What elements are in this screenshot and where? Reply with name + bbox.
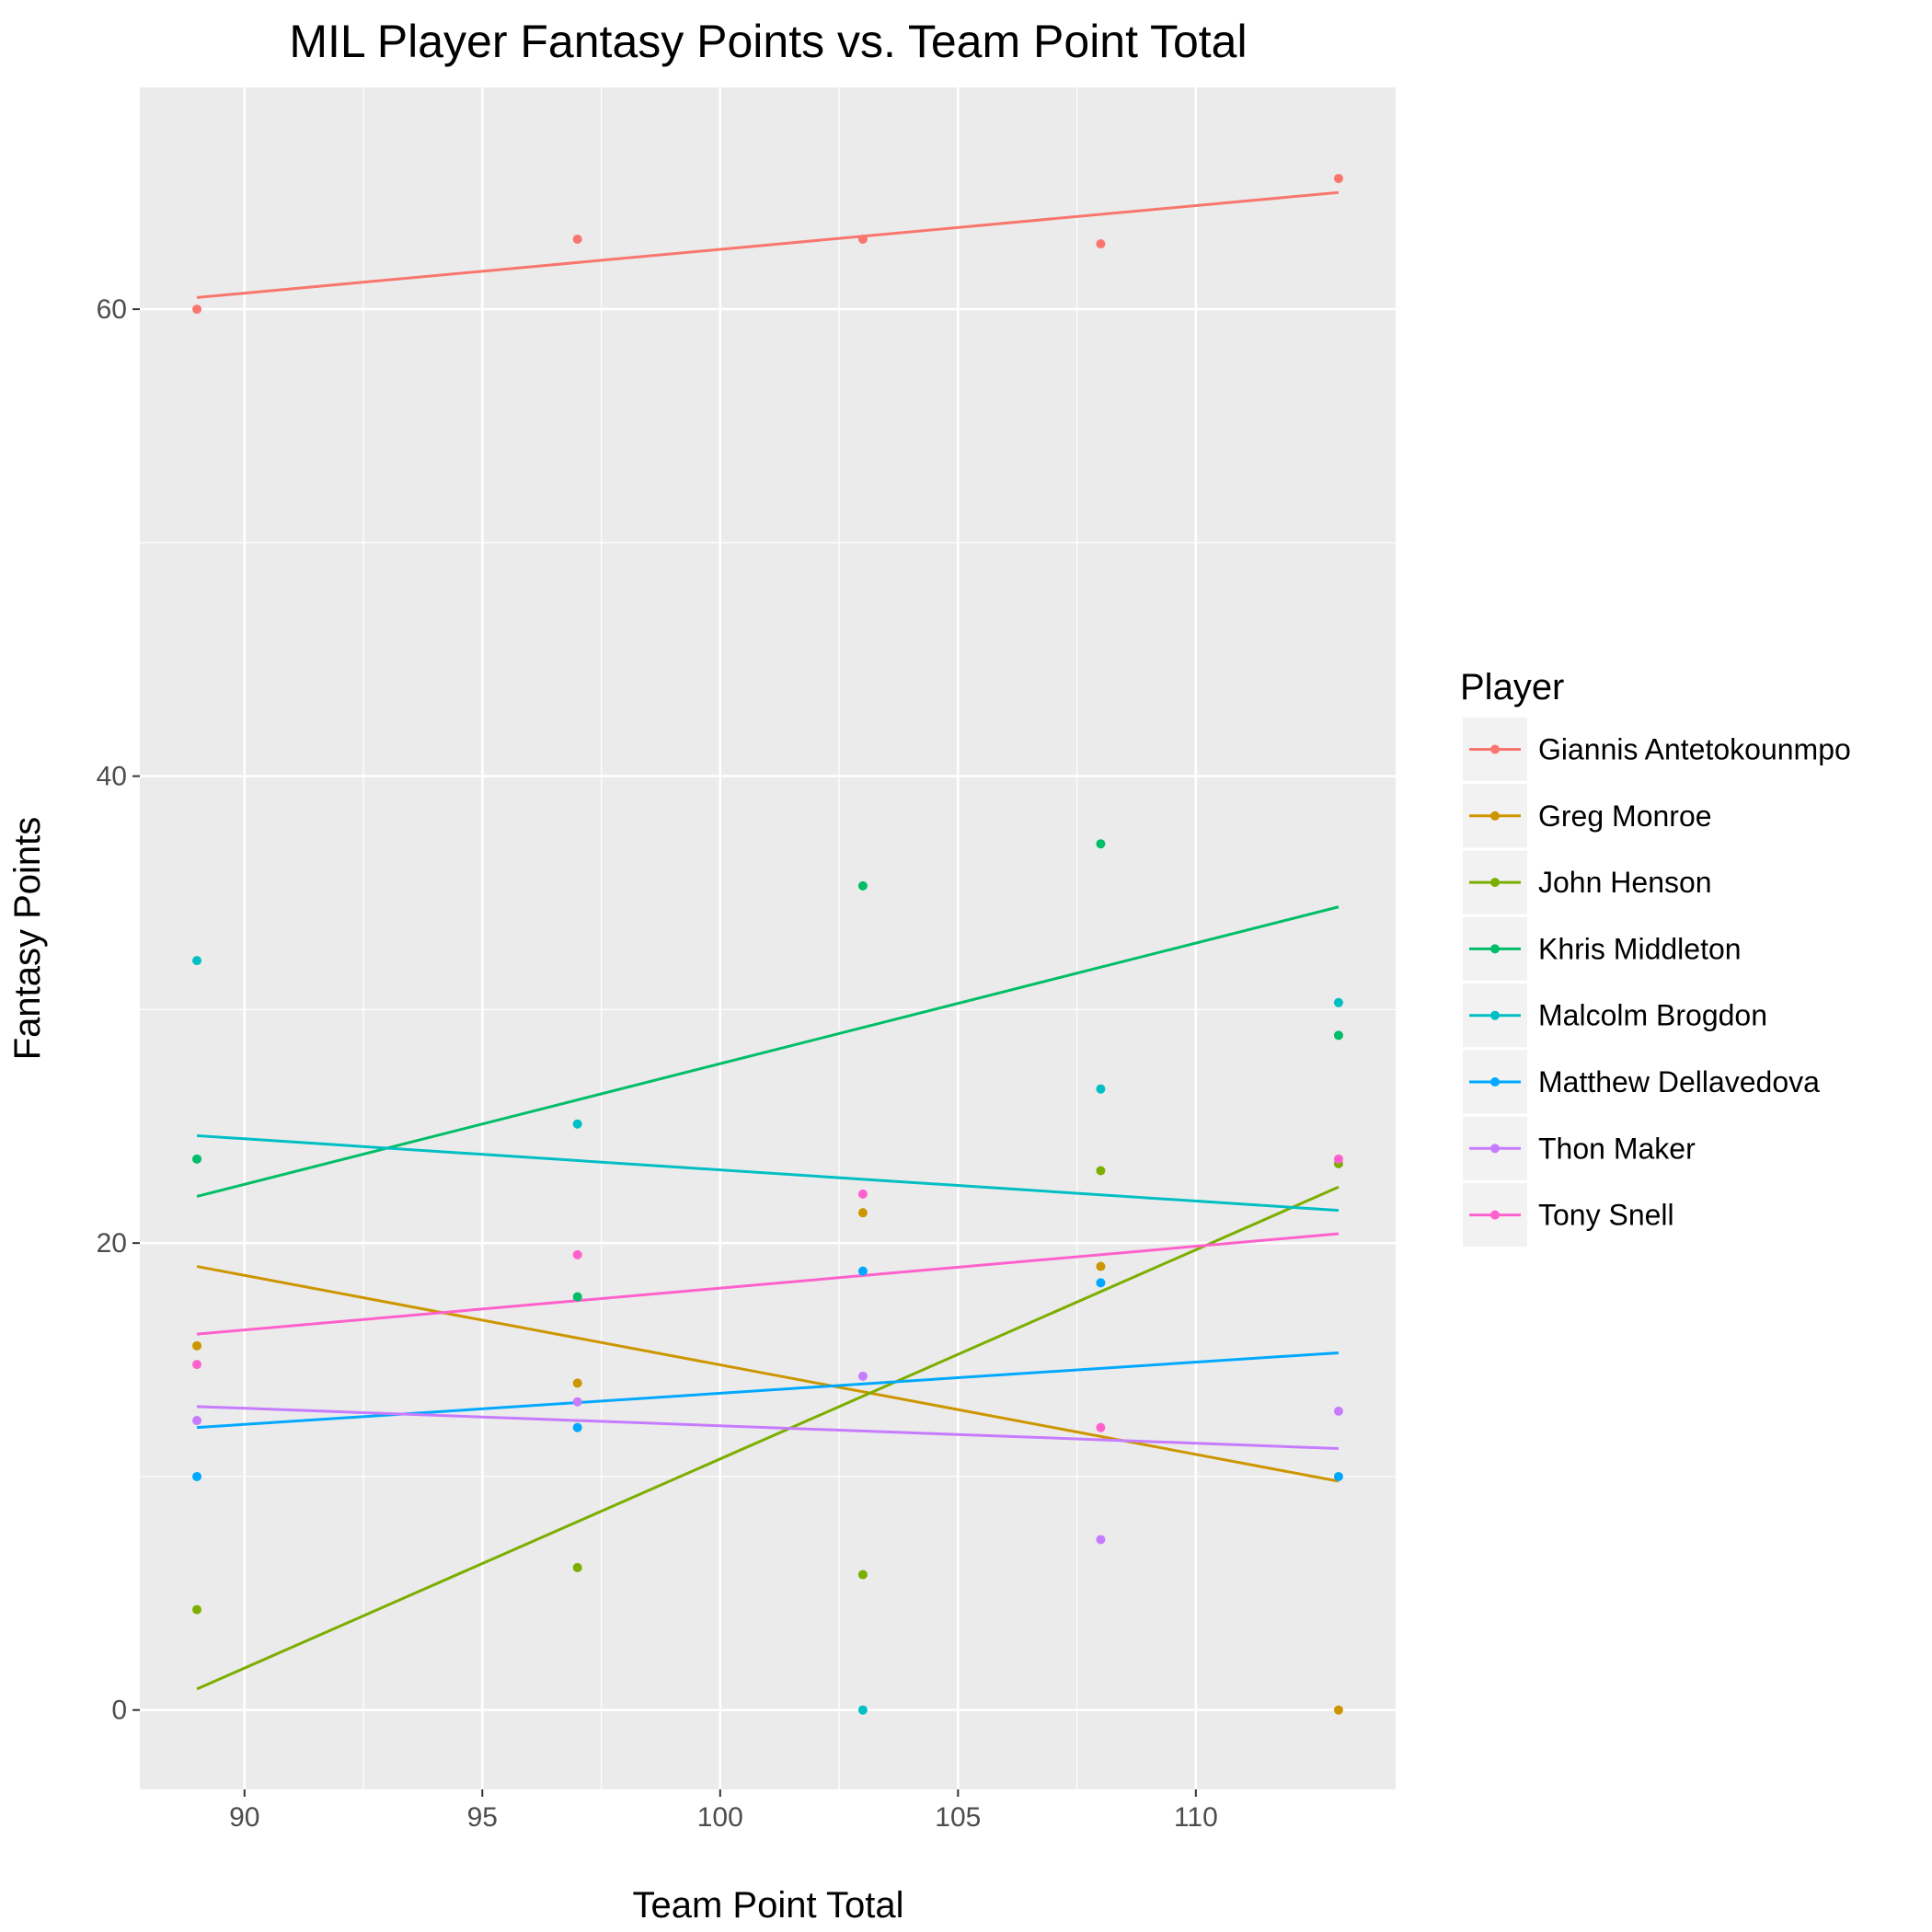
data-point bbox=[572, 1562, 582, 1572]
data-point bbox=[572, 1422, 582, 1432]
data-point bbox=[857, 1705, 868, 1715]
y-tick-label: 60 bbox=[97, 294, 127, 325]
legend-key-point bbox=[1490, 944, 1500, 954]
data-point bbox=[192, 1360, 202, 1370]
data-point bbox=[572, 1249, 582, 1259]
data-point bbox=[857, 1208, 868, 1218]
data-point bbox=[1333, 1705, 1343, 1715]
data-point bbox=[192, 1340, 202, 1351]
data-point bbox=[1333, 997, 1343, 1007]
chart-title: MIL Player Fantasy Points vs. Team Point… bbox=[289, 16, 1247, 67]
data-point bbox=[1096, 239, 1106, 249]
legend-key-point bbox=[1490, 1144, 1500, 1154]
data-point bbox=[192, 1604, 202, 1615]
x-tick-label: 105 bbox=[935, 1802, 981, 1833]
fit-line bbox=[196, 1405, 1340, 1450]
x-tick-label: 90 bbox=[229, 1802, 259, 1833]
data-point bbox=[1333, 173, 1343, 183]
data-point bbox=[1096, 1535, 1106, 1545]
y-tick-label: 20 bbox=[97, 1228, 127, 1259]
data-point bbox=[1096, 1261, 1106, 1271]
x-tick-label: 100 bbox=[697, 1802, 743, 1833]
legend-label: Malcolm Brogdon bbox=[1538, 999, 1767, 1032]
data-point bbox=[1096, 839, 1106, 849]
data-points bbox=[192, 173, 1343, 1715]
data-point bbox=[857, 1371, 868, 1381]
legend-label: Khris Middleton bbox=[1538, 932, 1742, 965]
legend-label: John Henson bbox=[1538, 866, 1712, 899]
fit-line bbox=[196, 1351, 1340, 1430]
legend-label: Giannis Antetokounmpo bbox=[1538, 733, 1851, 766]
fit-line bbox=[196, 1133, 1340, 1213]
data-point bbox=[857, 1266, 868, 1276]
legend-label: Thon Maker bbox=[1538, 1132, 1696, 1165]
legend-key-point bbox=[1490, 1010, 1500, 1020]
data-point bbox=[572, 1397, 582, 1407]
y-axis-title: Fantasy Points bbox=[7, 817, 48, 1061]
legend-title: Player bbox=[1460, 667, 1564, 707]
legend-label: Tony Snell bbox=[1538, 1199, 1674, 1232]
data-point bbox=[572, 1378, 582, 1388]
legend-key-point bbox=[1490, 878, 1500, 888]
fit-line bbox=[196, 190, 1340, 299]
data-point bbox=[1096, 1166, 1106, 1176]
x-tick-label: 110 bbox=[1174, 1802, 1218, 1833]
data-point bbox=[572, 234, 582, 244]
grid-lines bbox=[140, 87, 1396, 1789]
fit-line bbox=[196, 1232, 1340, 1336]
x-axis-title: Team Point Total bbox=[633, 1885, 904, 1926]
data-point bbox=[192, 1154, 202, 1164]
data-point bbox=[1333, 1406, 1343, 1416]
data-point bbox=[1333, 1471, 1343, 1481]
legend-label: Matthew Dellavedova bbox=[1538, 1065, 1820, 1098]
data-point bbox=[572, 1292, 582, 1302]
data-point bbox=[192, 956, 202, 966]
legend-key-point bbox=[1490, 1077, 1500, 1087]
legend: Player Giannis Antetokounmpo Greg Monroe J… bbox=[1460, 667, 1851, 1248]
y-tick-label: 0 bbox=[111, 1696, 127, 1726]
fit-line bbox=[196, 1265, 1340, 1483]
legend-label: Greg Monroe bbox=[1538, 799, 1712, 833]
axis-ticks: 90 95 100 105 110 0 20 40 60 bbox=[97, 294, 1218, 1833]
data-point bbox=[857, 1189, 868, 1199]
data-point bbox=[192, 305, 202, 315]
x-tick-label: 95 bbox=[467, 1802, 498, 1833]
legend-key-point bbox=[1490, 811, 1500, 821]
data-point bbox=[1333, 1030, 1343, 1041]
plot-panel bbox=[140, 87, 1396, 1789]
legend-key-point bbox=[1490, 1210, 1500, 1220]
data-point bbox=[192, 1416, 202, 1426]
data-point bbox=[1096, 1084, 1106, 1094]
data-point bbox=[1096, 1278, 1106, 1288]
data-point bbox=[572, 1119, 582, 1129]
fit-line bbox=[196, 1185, 1340, 1691]
data-point bbox=[857, 880, 868, 891]
data-point bbox=[1333, 1154, 1343, 1164]
data-point bbox=[192, 1471, 202, 1481]
y-tick-label: 40 bbox=[97, 762, 127, 792]
data-point bbox=[857, 234, 868, 244]
legend-key-point bbox=[1490, 744, 1500, 754]
data-point bbox=[857, 1570, 868, 1580]
fit-lines bbox=[196, 190, 1340, 1691]
data-point bbox=[1096, 1422, 1106, 1432]
